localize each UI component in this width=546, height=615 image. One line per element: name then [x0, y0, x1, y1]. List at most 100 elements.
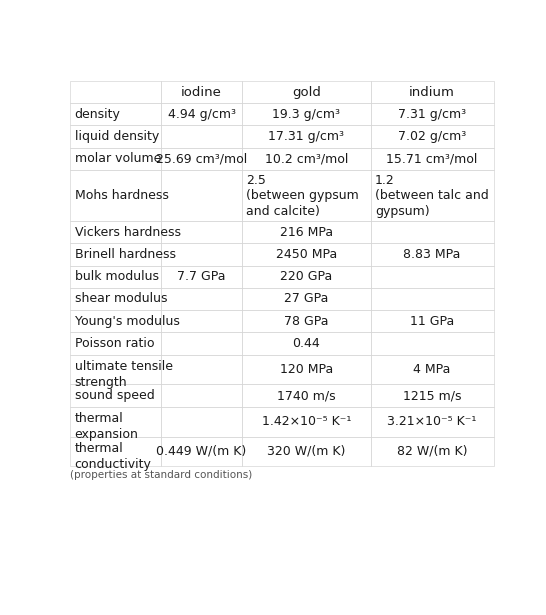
Bar [162, 125, 242, 148]
Bar [70, 384, 162, 407]
Bar [162, 437, 242, 466]
Text: shear modulus: shear modulus [75, 293, 167, 306]
Bar [162, 407, 242, 437]
Text: 1.42×10⁻⁵ K⁻¹: 1.42×10⁻⁵ K⁻¹ [262, 415, 351, 428]
Text: 8.83 MPa: 8.83 MPa [403, 248, 461, 261]
Text: 7.7 GPa: 7.7 GPa [177, 270, 226, 284]
Text: indium: indium [409, 85, 455, 98]
Bar [371, 332, 494, 355]
Bar [70, 437, 162, 466]
Bar [242, 288, 371, 310]
Bar [162, 148, 242, 170]
Bar [371, 81, 494, 103]
Bar [70, 288, 162, 310]
Text: 0.44: 0.44 [293, 337, 320, 350]
Bar [242, 355, 371, 384]
Bar [242, 170, 371, 221]
Bar [70, 221, 162, 244]
Bar [242, 266, 371, 288]
Text: 82 W/(m K): 82 W/(m K) [397, 445, 467, 458]
Bar [162, 288, 242, 310]
Bar [242, 310, 371, 332]
Bar [242, 103, 371, 125]
Bar [70, 266, 162, 288]
Text: 25.69 cm³/mol: 25.69 cm³/mol [156, 153, 247, 165]
Text: 2.5
(between gypsum
and calcite): 2.5 (between gypsum and calcite) [246, 173, 359, 218]
Bar [242, 244, 371, 266]
Text: 220 GPa: 220 GPa [280, 270, 333, 284]
Text: (properties at standard conditions): (properties at standard conditions) [70, 470, 253, 480]
Text: molar volume: molar volume [75, 153, 161, 165]
Text: 4.94 g/cm³: 4.94 g/cm³ [168, 108, 235, 121]
Bar [371, 437, 494, 466]
Text: 1215 m/s: 1215 m/s [403, 389, 461, 402]
Text: 0.449 W/(m K): 0.449 W/(m K) [156, 445, 247, 458]
Text: 120 MPa: 120 MPa [280, 363, 333, 376]
Bar [70, 407, 162, 437]
Text: Mohs hardness: Mohs hardness [75, 189, 169, 202]
Bar [162, 103, 242, 125]
Text: 2450 MPa: 2450 MPa [276, 248, 337, 261]
Bar [371, 170, 494, 221]
Bar [371, 125, 494, 148]
Text: 78 GPa: 78 GPa [284, 315, 329, 328]
Bar [242, 125, 371, 148]
Text: 19.3 g/cm³: 19.3 g/cm³ [272, 108, 340, 121]
Bar [162, 266, 242, 288]
Bar [70, 244, 162, 266]
Bar [371, 407, 494, 437]
Bar [162, 332, 242, 355]
Bar [70, 355, 162, 384]
Bar [371, 288, 494, 310]
Bar [162, 310, 242, 332]
Text: 11 GPa: 11 GPa [410, 315, 454, 328]
Bar [242, 81, 371, 103]
Bar [242, 384, 371, 407]
Text: 216 MPa: 216 MPa [280, 226, 333, 239]
Bar [70, 81, 162, 103]
Text: Young's modulus: Young's modulus [75, 315, 180, 328]
Text: 1.2
(between talc and
gypsum): 1.2 (between talc and gypsum) [375, 173, 489, 218]
Text: sound speed: sound speed [75, 389, 155, 402]
Text: 7.31 g/cm³: 7.31 g/cm³ [398, 108, 466, 121]
Bar [70, 310, 162, 332]
Bar [70, 148, 162, 170]
Text: 320 W/(m K): 320 W/(m K) [267, 445, 346, 458]
Text: thermal
expansion: thermal expansion [75, 413, 139, 441]
Bar [371, 266, 494, 288]
Bar [162, 81, 242, 103]
Bar [371, 148, 494, 170]
Text: Vickers hardness: Vickers hardness [75, 226, 181, 239]
Bar [371, 384, 494, 407]
Bar [371, 310, 494, 332]
Text: 15.71 cm³/mol: 15.71 cm³/mol [387, 153, 478, 165]
Text: bulk modulus: bulk modulus [75, 270, 158, 284]
Text: Poisson ratio: Poisson ratio [75, 337, 154, 350]
Bar [242, 437, 371, 466]
Bar [70, 125, 162, 148]
Text: gold: gold [292, 85, 321, 98]
Bar [162, 170, 242, 221]
Bar [371, 103, 494, 125]
Text: 3.21×10⁻⁵ K⁻¹: 3.21×10⁻⁵ K⁻¹ [388, 415, 477, 428]
Bar [242, 332, 371, 355]
Text: 1740 m/s: 1740 m/s [277, 389, 336, 402]
Text: liquid density: liquid density [75, 130, 159, 143]
Bar [371, 244, 494, 266]
Text: 27 GPa: 27 GPa [284, 293, 329, 306]
Text: 7.02 g/cm³: 7.02 g/cm³ [398, 130, 466, 143]
Text: iodine: iodine [181, 85, 222, 98]
Bar [162, 384, 242, 407]
Bar [70, 103, 162, 125]
Text: 17.31 g/cm³: 17.31 g/cm³ [268, 130, 345, 143]
Text: density: density [75, 108, 121, 121]
Bar [70, 332, 162, 355]
Bar [242, 407, 371, 437]
Text: Brinell hardness: Brinell hardness [75, 248, 176, 261]
Bar [162, 355, 242, 384]
Bar [371, 355, 494, 384]
Text: ultimate tensile
strength: ultimate tensile strength [75, 360, 173, 389]
Bar [162, 221, 242, 244]
Text: 4 MPa: 4 MPa [413, 363, 451, 376]
Bar [242, 148, 371, 170]
